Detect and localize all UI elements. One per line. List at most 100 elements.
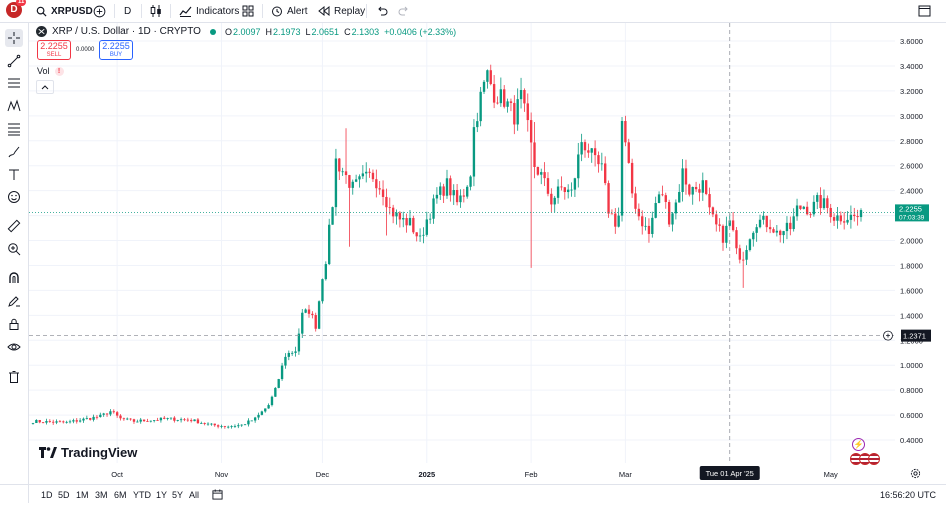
lock-drawings-tool[interactable]: [5, 315, 23, 333]
candle-body: [290, 352, 294, 354]
candle: [819, 187, 822, 215]
candle-body: [324, 264, 328, 280]
crosshair-tool[interactable]: [5, 29, 23, 47]
candle-body: [385, 196, 388, 208]
candle-body: [297, 333, 301, 352]
horizontal-lines-icon: [8, 78, 20, 88]
replay-button[interactable]: Replay: [318, 3, 365, 19]
candle: [654, 196, 657, 219]
candle-body: [139, 419, 142, 422]
candle: [657, 191, 661, 204]
candle: [186, 417, 190, 422]
range-all[interactable]: All: [189, 490, 200, 500]
range-ytd[interactable]: YTD: [133, 490, 151, 500]
hide-drawings-tool[interactable]: [5, 338, 23, 356]
candle-body: [311, 313, 314, 316]
candle: [822, 189, 826, 210]
xrp-logo-icon: [36, 26, 47, 37]
emoji-tool[interactable]: [5, 188, 23, 206]
candle: [792, 208, 795, 232]
replay-label: Replay: [334, 5, 366, 17]
candle-body: [115, 412, 119, 416]
date-range-button[interactable]: [212, 489, 223, 502]
trend-line-tool[interactable]: [5, 52, 23, 70]
redo-button[interactable]: [398, 3, 410, 19]
candle: [112, 409, 115, 414]
candle-body: [694, 186, 698, 190]
trash-icon: [9, 371, 19, 383]
range-6m[interactable]: 6M: [114, 490, 127, 500]
candle-body: [378, 188, 381, 190]
candle: [496, 96, 499, 105]
candle: [610, 209, 614, 215]
remove-drawings-tool[interactable]: [5, 368, 23, 386]
candle: [469, 175, 472, 191]
indicators-button[interactable]: Indicators: [179, 3, 239, 19]
buy-button[interactable]: 2.2255 BUY: [99, 40, 133, 60]
price-chart[interactable]: Oct Nov Dec 2025 Feb Mar May Tue 01 Apr '25: [29, 23, 895, 483]
range-5d[interactable]: 5D: [58, 490, 70, 500]
chart-type-button[interactable]: [150, 3, 162, 19]
candle: [233, 424, 237, 428]
volume-warning-icon[interactable]: !: [54, 66, 64, 76]
candle: [600, 152, 604, 171]
candle-body: [812, 201, 816, 215]
add-alert-plus-button[interactable]: [883, 330, 893, 341]
candle: [368, 168, 371, 178]
symbol-search-button[interactable]: XRPUSD: [36, 3, 93, 19]
fullscreen-button[interactable]: [918, 3, 931, 19]
rewind-icon: [318, 6, 330, 16]
interval-button[interactable]: D: [124, 3, 131, 19]
range-1m[interactable]: 1M: [76, 490, 89, 500]
candle: [297, 328, 301, 355]
fib-tool[interactable]: [5, 120, 23, 138]
candle-body: [348, 175, 351, 188]
candle-body: [166, 417, 169, 419]
candle-body: [287, 352, 290, 357]
range-1y[interactable]: 1Y: [156, 490, 168, 500]
candle-body: [742, 259, 745, 261]
horizontal-lines-tool[interactable]: [5, 74, 23, 92]
candle: [506, 98, 509, 113]
eye-icon: [7, 343, 21, 351]
magnet-tool[interactable]: [5, 269, 23, 287]
candle-body: [183, 419, 186, 421]
brush-tool[interactable]: [5, 143, 23, 161]
candle: [529, 112, 533, 268]
text-tool[interactable]: [5, 166, 23, 184]
range-1d[interactable]: 1D: [41, 490, 53, 500]
candle-body: [671, 213, 674, 225]
range-5y[interactable]: 5Y: [172, 490, 184, 500]
candle-body: [499, 89, 503, 104]
price-axis[interactable]: 3.6000 3.4000 3.2000 3.0000 2.8000 2.6000 2.40…: [895, 23, 946, 483]
candle-body: [48, 421, 52, 422]
candle-body: [526, 103, 529, 121]
collapse-legend-button[interactable]: [36, 80, 54, 94]
candles-icon: [150, 5, 161, 17]
candle-body: [819, 195, 822, 209]
candle: [442, 183, 445, 204]
sell-button[interactable]: 2.2255 SELL: [37, 40, 71, 60]
candle: [526, 93, 529, 132]
user-avatar[interactable]: D 11: [6, 0, 27, 18]
clock-utc[interactable]: 16:56:20 UTC: [880, 490, 937, 500]
alert-button[interactable]: Alert: [271, 3, 308, 19]
candle-body: [691, 186, 694, 195]
candle-body: [99, 414, 102, 418]
layouts-button[interactable]: [242, 3, 254, 19]
candle: [52, 419, 55, 425]
measure-tool[interactable]: [5, 217, 23, 235]
candle: [405, 213, 408, 233]
compare-symbol-button[interactable]: [93, 3, 106, 19]
undo-button[interactable]: [376, 3, 388, 19]
pattern-tool[interactable]: [5, 97, 23, 115]
candle-body: [758, 219, 762, 228]
stay-in-drawing-tool[interactable]: [5, 292, 23, 310]
candle-body: [607, 183, 610, 214]
candle-body: [422, 234, 425, 236]
candle: [361, 165, 365, 180]
crosshair-price-bg: [901, 329, 931, 342]
range-3m[interactable]: 3M: [95, 490, 108, 500]
zoom-tool[interactable]: [5, 240, 23, 258]
axis-settings-button[interactable]: [910, 468, 921, 482]
